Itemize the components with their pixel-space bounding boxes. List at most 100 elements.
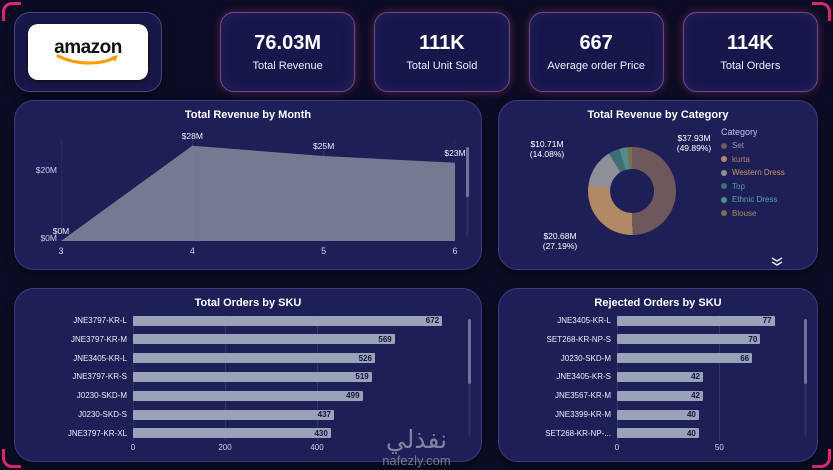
- x-axis: 0 50: [614, 443, 791, 455]
- legend-dot-icon: [721, 196, 727, 203]
- bar[interactable]: 66: [617, 353, 753, 364]
- x-tick-label: 3: [58, 246, 64, 256]
- legend-item[interactable]: Set: [721, 141, 809, 150]
- bar-track: 40: [617, 428, 791, 439]
- bar-value-label: 70: [748, 334, 758, 344]
- callout-percent: (14.08%): [529, 149, 565, 159]
- bar-value-label: 519: [355, 372, 369, 382]
- callout-value: $10.71M: [530, 139, 564, 149]
- bar[interactable]: 569: [133, 334, 395, 345]
- bar-value-label: 42: [691, 372, 700, 382]
- amazon-logo-card: amazon: [14, 12, 162, 92]
- scrollbar[interactable]: [804, 319, 807, 437]
- bar[interactable]: 526: [133, 353, 375, 364]
- bar[interactable]: 40: [617, 428, 699, 439]
- bar-row: J0230-SKD-M 66: [511, 353, 791, 364]
- sku-label: SET268-KR-NP-...: [545, 428, 611, 438]
- bar[interactable]: 499: [133, 390, 363, 401]
- x-tick-label: 200: [218, 443, 232, 452]
- bar[interactable]: 430: [133, 428, 331, 439]
- legend-dot-icon: [721, 142, 727, 149]
- sku-label: JNE3405-KR-S: [556, 372, 611, 382]
- sku-label: JNE3797-KR-S: [72, 372, 127, 382]
- bar-value-label: 526: [358, 353, 372, 363]
- legend-expand-icon[interactable]: [771, 257, 783, 267]
- x-tick-label: 0: [614, 443, 620, 452]
- donut-chart[interactable]: [588, 147, 676, 235]
- scrollbar-thumb[interactable]: [466, 147, 469, 197]
- legend-item[interactable]: Ethnic Dress: [721, 195, 809, 204]
- revenue-by-category-card: Total Revenue by Category $10.71M (14.08…: [498, 100, 818, 270]
- kpi-card-total-orders: 114K Total Orders: [682, 12, 818, 92]
- bar-value-label: 437: [317, 410, 332, 420]
- corner-accent: [2, 449, 21, 468]
- sku-label: JNE3405-KR-L: [73, 353, 127, 363]
- charts-row-1: Total Revenue by Month $20M $0M $0M $28M $…: [14, 100, 818, 270]
- kpi-card-average-order-price: 667 Average order Price: [528, 12, 664, 92]
- scrollbar-thumb[interactable]: [468, 319, 471, 384]
- legend-item[interactable]: Top: [721, 182, 809, 191]
- x-tick-label: 400: [310, 443, 324, 452]
- legend-dot-icon: [721, 210, 727, 216]
- kpi-card-total-revenue: 76.03M Total Revenue: [220, 12, 356, 92]
- amazon-smile-icon: [56, 54, 118, 64]
- bar[interactable]: 42: [617, 390, 703, 401]
- kpi-label: Total Unit Sold: [406, 60, 478, 72]
- bar[interactable]: 77: [617, 315, 775, 326]
- data-point-label: $0M: [52, 226, 70, 236]
- legend-label: Western Dress: [732, 168, 785, 177]
- bar-row: JNE3567-KR-M 42: [511, 390, 791, 401]
- charts-row-2: Total Orders by SKU JNE3797-KR-L 672 JNE37…: [14, 288, 818, 462]
- legend-item[interactable]: kurta: [721, 155, 809, 164]
- bar[interactable]: 672: [133, 315, 443, 326]
- bar[interactable]: 42: [617, 371, 703, 382]
- scrollbar-thumb[interactable]: [804, 319, 807, 384]
- bar-track: 526: [133, 353, 455, 364]
- donut-callout: $20.68M (27.19%): [515, 231, 605, 251]
- bar-row: SET268-KR-NP-... 40: [511, 428, 791, 439]
- bar[interactable]: 70: [617, 334, 761, 345]
- scrollbar[interactable]: [466, 147, 469, 237]
- bar-value-label: 430: [314, 428, 328, 438]
- bar-value-label: 672: [425, 316, 440, 325]
- kpi-card-total-unit-sold: 111K Total Unit Sold: [374, 12, 510, 92]
- kpi-label: Total Revenue: [252, 60, 323, 72]
- kpi-value: 667: [579, 32, 613, 54]
- bar-value-label: 569: [378, 334, 392, 344]
- callout-percent: (27.19%): [542, 241, 578, 251]
- kpi-row: amazon 76.03M Total Revenue 111K Total U…: [14, 12, 818, 92]
- bar-track: 66: [617, 353, 791, 364]
- sku-label: SET268-KR-NP-S: [546, 334, 611, 344]
- chart-title: Total Orders by SKU: [194, 297, 302, 309]
- chart-title: Total Revenue by Month: [184, 109, 312, 121]
- bar[interactable]: 40: [617, 409, 699, 420]
- sku-label: JNE3797-KR-L: [73, 316, 127, 325]
- y-axis-label: $0M: [40, 233, 57, 243]
- kpi-label: Total Orders: [720, 60, 781, 72]
- bar-track: 430: [133, 428, 455, 439]
- bar-row: JNE3399-KR-M 40: [511, 409, 791, 420]
- bar[interactable]: 437: [133, 409, 335, 420]
- bar-track: 499: [133, 390, 455, 401]
- donut-hole: [610, 169, 654, 213]
- legend-item[interactable]: Western Dress: [721, 168, 809, 177]
- scrollbar[interactable]: [468, 319, 471, 437]
- bar[interactable]: 519: [133, 371, 372, 382]
- x-tick-label: 0: [130, 443, 136, 452]
- callout-value: $20.68M: [543, 231, 577, 241]
- bar-track: 437: [133, 409, 455, 420]
- bar-track: 77: [617, 315, 791, 326]
- rejected-orders-by-sku-card: Rejected Orders by SKU JNE3405-KR-L 77 SET…: [498, 288, 818, 462]
- bar-rows: JNE3405-KR-L 77 SET268-KR-NP-S 70 J0230-SKD-…: [511, 315, 791, 439]
- area-chart[interactable]: [61, 139, 455, 241]
- area-series[interactable]: [61, 145, 455, 241]
- sku-label: JNE3797-KR-XL: [67, 428, 127, 438]
- sku-label: J0230-SKD-S: [78, 410, 127, 420]
- data-point-label: $25M: [313, 140, 335, 151]
- legend-item[interactable]: Blouse: [721, 209, 809, 218]
- data-point-label: $28M: [181, 130, 203, 141]
- bar-value-label: 499: [346, 391, 360, 401]
- bar-track: 40: [617, 409, 791, 420]
- corner-accent: [2, 2, 21, 21]
